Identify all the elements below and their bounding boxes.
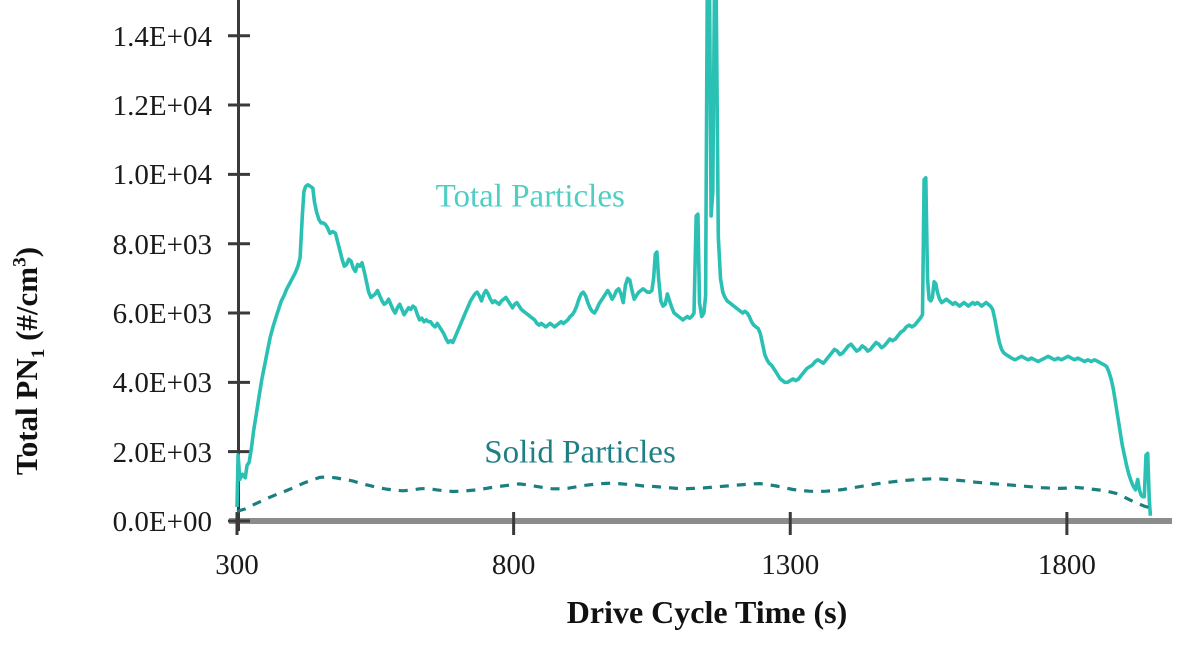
series-line-total-particles [235,0,1153,516]
x-tick-label: 300 [215,549,259,581]
y-tick-label: 0.0E+00 [112,506,212,538]
x-tick-label: 800 [491,549,536,581]
series-line-solid-particles [236,475,1151,513]
x-axis-title: Drive Cycle Time (s) [566,594,848,630]
y-axis-title-superscript: 3 [9,257,31,267]
x-tick-label: 1800 [1037,549,1096,581]
y-axis-title-prefix: Total PN [9,358,44,476]
x-tick-label: 1300 [761,549,820,581]
y-axis-title-suffix: ) [9,246,44,258]
y-tick-label: 1.4E+04 [112,20,212,53]
y-tick-label: 1.0E+04 [112,159,212,192]
y-tick-label: 8.0E+03 [112,228,212,261]
total-particles-label: Total Particles [435,178,625,215]
y-tick-label: 1.2E+04 [112,90,212,123]
y-axis-title: Total PN1 (#/cm3) [9,161,51,561]
y-axis-title-subscript: 1 [28,348,50,359]
y-tick-label: 6.0E+03 [112,298,212,331]
y-tick-label: 2.0E+03 [112,436,212,469]
y-tick-label: 4.0E+03 [112,367,212,400]
y-axis-title-mid: (#/cm [9,266,44,349]
solid-particles-label: Solid Particles [484,434,676,471]
